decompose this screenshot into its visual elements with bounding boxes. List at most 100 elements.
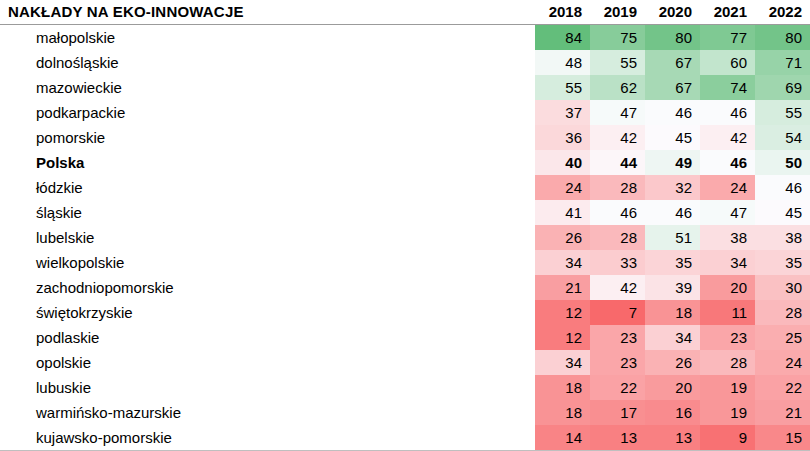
region-label: świętokrzyskie [0,300,535,325]
heatmap-cell: 34 [645,325,700,350]
heatmap-cell: 18 [645,300,700,325]
region-label: małopolskie [0,25,535,50]
heatmap-cell: 60 [700,50,755,75]
region-label: podlaskie [0,325,535,350]
heatmap-cell: 28 [755,300,810,325]
table-row: podlaskie1223342325 [0,325,810,350]
table-row: kujawsko-pomorskie141313915 [0,425,810,450]
region-label: opolskie [0,350,535,375]
heatmap-cell: 47 [590,100,645,125]
region-label: Polska [0,150,535,175]
heatmap-cell: 12 [535,325,590,350]
heatmap-cell: 34 [535,250,590,275]
heatmap-cell: 67 [645,75,700,100]
heatmap-cell: 46 [590,200,645,225]
heatmap-cell: 46 [645,100,700,125]
heatmap-cell: 80 [755,25,810,50]
table-row: warmińsko-mazurskie1817161921 [0,400,810,425]
region-label: lubuskie [0,375,535,400]
heatmap-cell: 33 [590,250,645,275]
heatmap-cell: 15 [755,425,810,450]
heatmap-cell: 24 [700,175,755,200]
heatmap-cell: 35 [645,250,700,275]
table-body: małopolskie8475807780dolnośląskie4855676… [0,25,810,450]
table-row: łódzkie2428322446 [0,175,810,200]
heatmap-cell: 23 [590,325,645,350]
heatmap-cell: 46 [755,175,810,200]
heatmap-cell: 37 [535,100,590,125]
heatmap-cell: 30 [755,275,810,300]
region-label: warmińsko-mazurskie [0,400,535,425]
table-header-row: NAKŁADY NA EKO-INNOWACJE 2018 2019 2020 … [0,0,810,25]
table-row: pomorskie3642454254 [0,125,810,150]
year-column-header-2018: 2018 [535,0,590,24]
table-row: dolnośląskie4855676071 [0,50,810,75]
heatmap-cell: 69 [755,75,810,100]
heatmap-cell: 34 [700,250,755,275]
heatmap-cell: 55 [755,100,810,125]
table-row: śląskie4146464745 [0,200,810,225]
heatmap-cell: 42 [590,275,645,300]
table-row: lubuskie1822201922 [0,375,810,400]
region-label: dolnośląskie [0,50,535,75]
heatmap-cell: 40 [535,150,590,175]
page-title: NAKŁADY NA EKO-INNOWACJE [0,0,535,24]
region-label: mazowieckie [0,75,535,100]
heatmap-cell: 11 [700,300,755,325]
eco-innovation-heatmap-table: NAKŁADY NA EKO-INNOWACJE 2018 2019 2020 … [0,0,810,451]
heatmap-cell: 75 [590,25,645,50]
heatmap-cell: 19 [700,400,755,425]
heatmap-cell: 17 [590,400,645,425]
heatmap-cell: 28 [590,175,645,200]
heatmap-cell: 34 [535,350,590,375]
heatmap-cell: 18 [535,400,590,425]
heatmap-cell: 7 [590,300,645,325]
region-label: śląskie [0,200,535,225]
region-label: zachodniopomorskie [0,275,535,300]
heatmap-cell: 55 [535,75,590,100]
heatmap-cell: 32 [645,175,700,200]
heatmap-cell: 21 [535,275,590,300]
heatmap-cell: 38 [755,225,810,250]
heatmap-cell: 49 [645,150,700,175]
region-label: łódzkie [0,175,535,200]
table-row: wielkopolskie3433353435 [0,250,810,275]
table-row: opolskie3423262824 [0,350,810,375]
heatmap-cell: 25 [755,325,810,350]
heatmap-cell: 77 [700,25,755,50]
table-row: podkarpackie3747464655 [0,100,810,125]
heatmap-cell: 46 [700,150,755,175]
heatmap-cell: 74 [700,75,755,100]
heatmap-cell: 42 [590,125,645,150]
heatmap-cell: 35 [755,250,810,275]
heatmap-cell: 13 [590,425,645,450]
table-row: lubelskie2628513838 [0,225,810,250]
heatmap-cell: 84 [535,25,590,50]
heatmap-cell: 13 [645,425,700,450]
heatmap-cell: 42 [700,125,755,150]
heatmap-cell: 22 [755,375,810,400]
heatmap-cell: 20 [700,275,755,300]
heatmap-cell: 9 [700,425,755,450]
heatmap-cell: 23 [590,350,645,375]
heatmap-cell: 24 [535,175,590,200]
heatmap-cell: 48 [535,50,590,75]
heatmap-cell: 22 [590,375,645,400]
heatmap-cell: 80 [645,25,700,50]
heatmap-cell: 23 [700,325,755,350]
heatmap-cell: 67 [645,50,700,75]
heatmap-cell: 45 [755,200,810,225]
heatmap-cell: 50 [755,150,810,175]
heatmap-cell: 46 [645,200,700,225]
heatmap-cell: 46 [700,100,755,125]
region-label: lubelskie [0,225,535,250]
heatmap-cell: 16 [645,400,700,425]
heatmap-cell: 38 [700,225,755,250]
region-label: pomorskie [0,125,535,150]
heatmap-cell: 28 [700,350,755,375]
heatmap-cell: 19 [700,375,755,400]
heatmap-cell: 18 [535,375,590,400]
heatmap-cell: 62 [590,75,645,100]
table-row: zachodniopomorskie2142392030 [0,275,810,300]
table-row: świętokrzyskie127181128 [0,300,810,325]
